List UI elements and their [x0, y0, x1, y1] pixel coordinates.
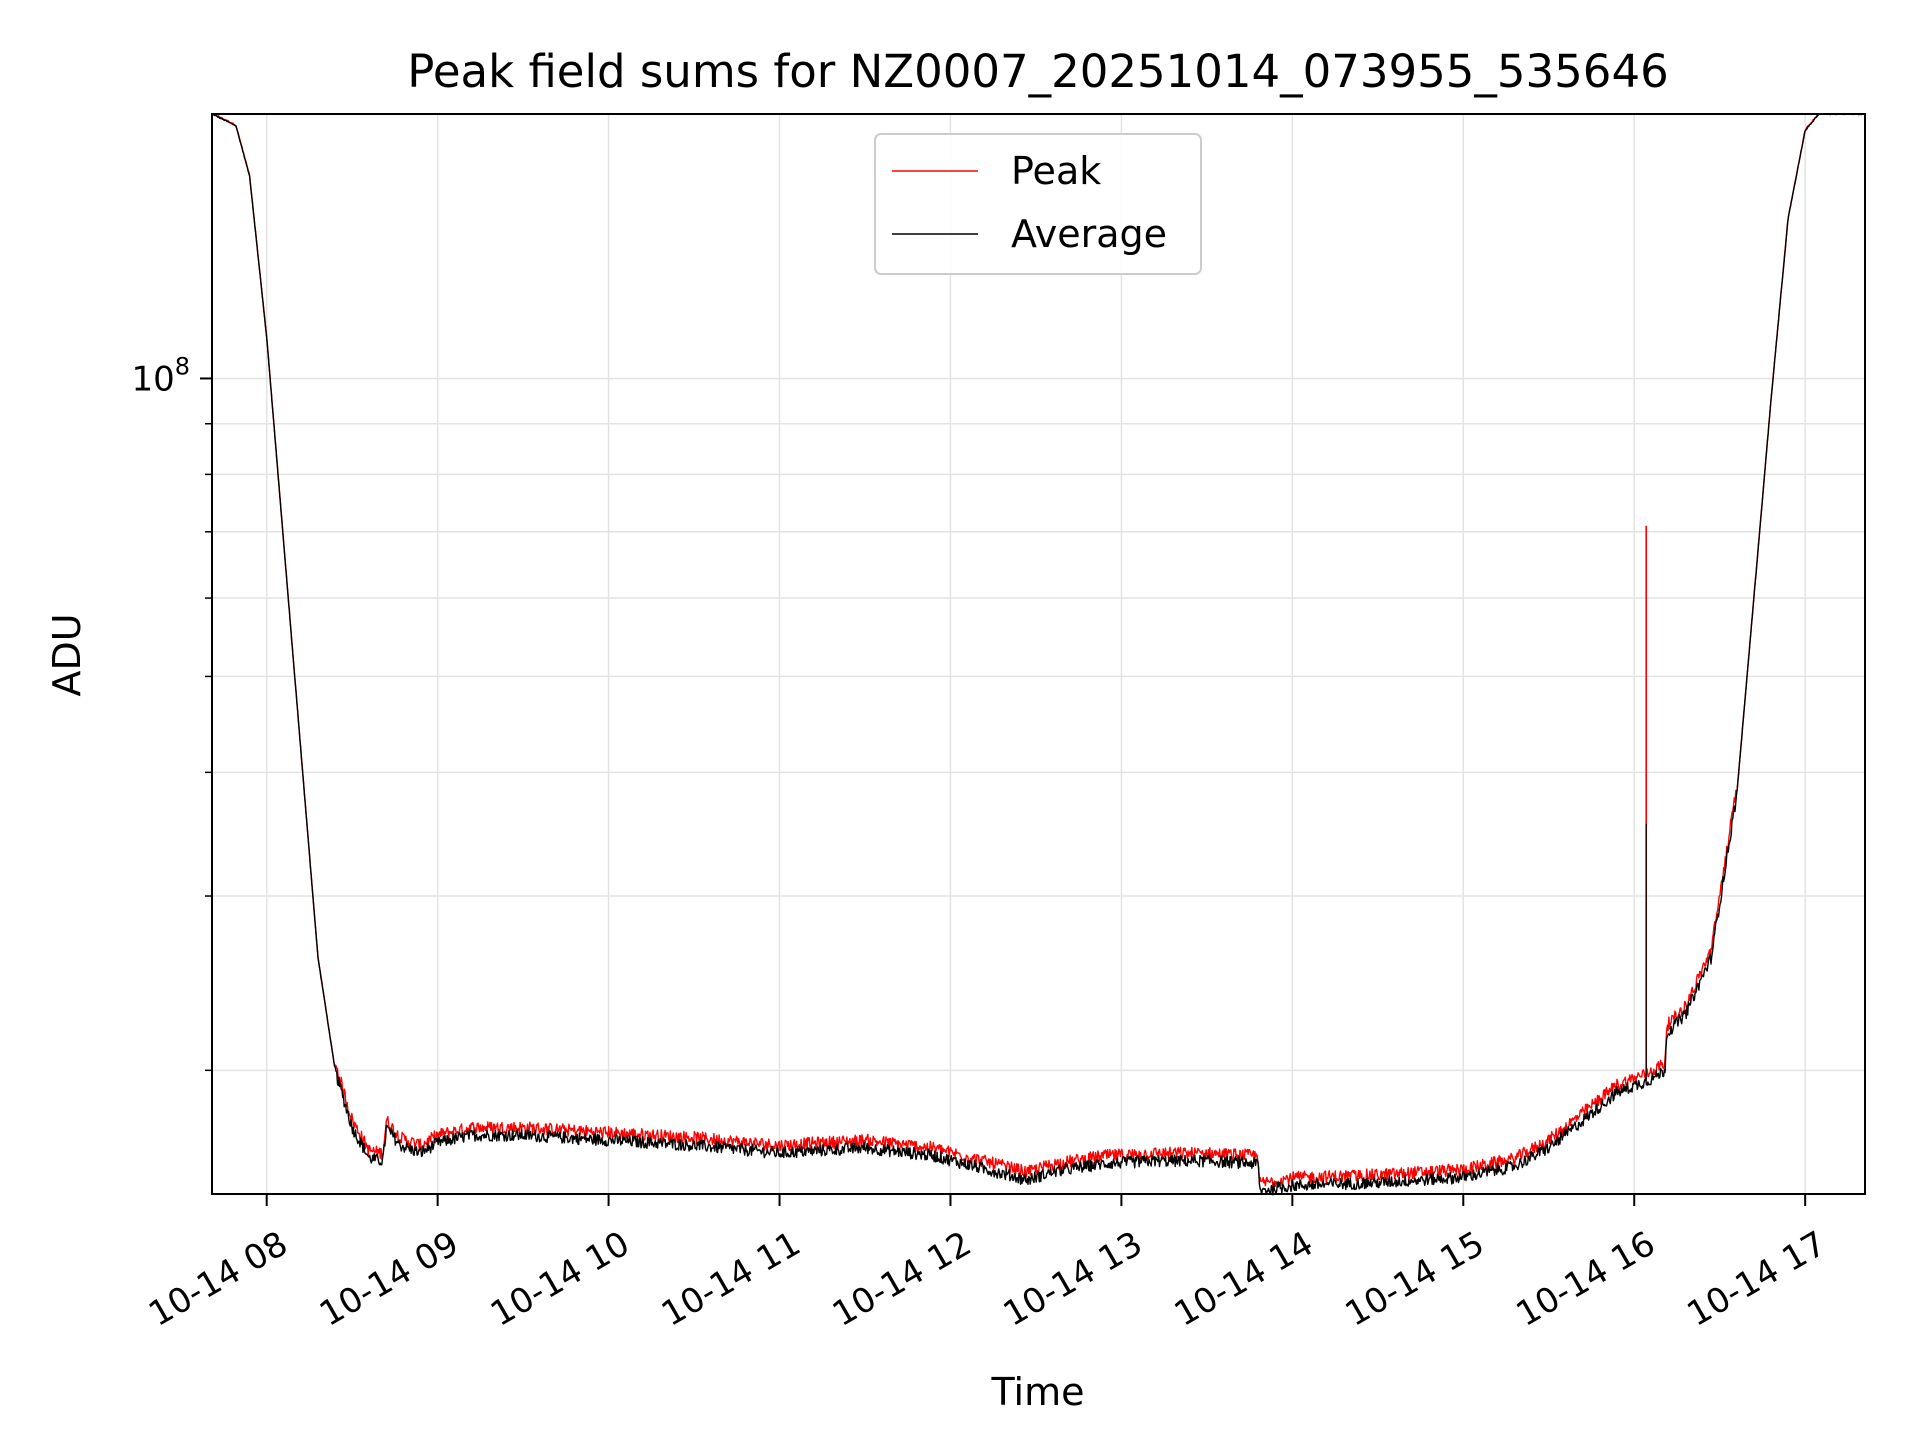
- chart-title: Peak field sums for NZ0007_20251014_0739…: [407, 45, 1668, 98]
- series-layer: [211, 113, 1866, 1196]
- y-tick-label: 108: [131, 352, 190, 399]
- y-axis: 108: [131, 352, 212, 1072]
- series-average-line: [211, 113, 1866, 1196]
- legend-peak-label: Peak: [1011, 149, 1101, 193]
- x-axis-label: Time: [991, 1370, 1085, 1414]
- legend-box: [874, 133, 1202, 275]
- legend: Peak Average: [874, 133, 1202, 275]
- legend-average-label: Average: [1011, 212, 1167, 256]
- plot-frame: [211, 113, 1866, 1195]
- grid-layer: [212, 114, 1865, 1194]
- y-axis-label: ADU: [45, 613, 89, 696]
